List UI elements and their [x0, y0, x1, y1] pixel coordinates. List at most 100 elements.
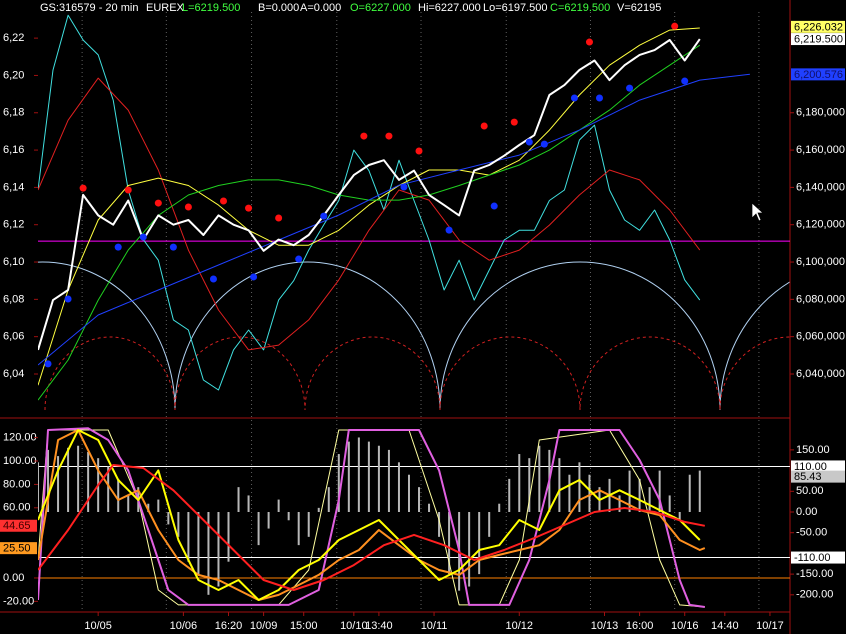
series-line — [38, 77, 701, 351]
histogram-bar — [558, 458, 561, 512]
histogram-bar — [508, 478, 511, 512]
signal-dot — [400, 183, 408, 191]
signal-dot — [385, 132, 393, 140]
histogram-bar — [448, 511, 451, 575]
y-tick-label: 6,12 — [3, 219, 24, 231]
histogram-bar — [568, 474, 571, 512]
signal-dot — [595, 94, 603, 102]
value-box-label: 6,226.032 — [794, 21, 843, 33]
volume: V=62195 — [617, 2, 661, 14]
ask: A=0.000 — [300, 2, 341, 14]
series-line — [38, 27, 700, 386]
x-tick-label: 10/12 — [506, 620, 534, 632]
histogram-bar — [167, 511, 170, 525]
signal-dot — [525, 138, 533, 146]
signal-dot — [154, 199, 162, 207]
x-tick-label: 15:00 — [290, 620, 318, 632]
histogram-bar — [297, 511, 300, 546]
y2-tick-label: 6,120,000 — [796, 219, 845, 231]
signal-dot — [114, 243, 122, 251]
y-tick-label: 6,06 — [3, 331, 24, 343]
mouse-cursor — [751, 202, 764, 222]
histogram-bar — [578, 462, 581, 512]
y2-tick-label: 6,160,000 — [796, 144, 845, 156]
y2-tick-label: 6,040,000 — [796, 368, 845, 380]
histogram-bar — [57, 456, 60, 512]
histogram-bar — [207, 511, 210, 595]
header: GS:316579 - 20 min EUREX L=6219.500 B=0.… — [40, 2, 661, 14]
x-tick-label: 10/10 — [340, 620, 368, 632]
histogram-bar — [678, 511, 681, 521]
y-tick-label: 60.00 — [3, 502, 31, 514]
signal-dot — [219, 197, 227, 205]
axis-labels: 120.00 100.00 80.00 60.00 0.00 -20.00 150.00 50… — [0, 432, 845, 632]
histogram-bar — [628, 470, 631, 512]
y-tick-label: 120.00 — [3, 432, 37, 444]
histogram-bar — [38, 462, 39, 512]
histogram-bar — [147, 503, 150, 512]
value-box-label: 6,200.576 — [794, 69, 843, 81]
x-tick-label: 13:40 — [365, 620, 393, 632]
signal-dot — [250, 273, 258, 281]
x-tick-label: 16:00 — [626, 620, 654, 632]
histogram-bar — [187, 511, 190, 562]
x-tick-label: 10/05 — [84, 620, 112, 632]
y2-tick-label: -200.00 — [796, 589, 833, 601]
value-box — [791, 470, 845, 483]
value-box — [0, 519, 37, 532]
histogram-bar — [668, 495, 671, 512]
histogram-bar — [347, 441, 350, 512]
signal-dot — [64, 295, 72, 303]
last: L=6219.500 — [182, 2, 240, 14]
series-line — [38, 38, 701, 351]
histogram-bar — [337, 454, 340, 512]
value-box-label: 25.50 — [3, 543, 31, 555]
y2-tick-label: 50.00 — [796, 485, 824, 497]
histogram-bar — [307, 511, 310, 537]
y2-tick-label: 150.00 — [796, 444, 830, 456]
histogram-bar — [387, 449, 390, 512]
series-line — [38, 464, 705, 591]
signal-dot — [480, 122, 488, 130]
histogram-bar — [518, 454, 521, 512]
y2-tick-label: -50.00 — [796, 527, 827, 539]
x-tick-label: 16:20 — [215, 620, 243, 632]
y-tick-label: 6,08 — [3, 293, 24, 305]
x-tick-label: 10/17 — [756, 620, 784, 632]
signal-dot — [510, 118, 518, 126]
signal-dot — [275, 214, 283, 222]
series-line — [38, 429, 705, 608]
value-box-label: 110.00 — [794, 461, 827, 473]
histogram-bar — [267, 511, 270, 529]
value-box-label: 85.43 — [794, 471, 822, 483]
x-tick-label: 10/09 — [250, 620, 278, 632]
y-tick-label: 6,16 — [3, 144, 24, 156]
histogram-bar — [47, 449, 50, 512]
histogram-bar — [317, 507, 320, 512]
y2-tick-label: -150.00 — [796, 568, 833, 580]
x-tick-label: 10/13 — [591, 620, 619, 632]
value-box — [791, 20, 845, 33]
histogram-bar — [618, 495, 621, 512]
histogram-bar — [277, 499, 280, 512]
y-tick-label: 0.00 — [3, 572, 24, 584]
series-line — [38, 429, 706, 601]
histogram-bar — [247, 495, 250, 512]
histogram-bar — [438, 511, 441, 537]
open: O=6227.000 — [350, 2, 411, 14]
signal-dot — [570, 94, 578, 102]
cycle-arcs — [38, 261, 790, 410]
signal-dot — [445, 226, 453, 234]
bid: B=0.000 — [258, 2, 299, 14]
y2-tick-label: 6,080,000 — [796, 293, 845, 305]
histogram-bar — [127, 495, 130, 512]
y-tick-label: 100.00 — [3, 455, 37, 467]
histogram-bar — [397, 462, 400, 512]
histogram-bar — [177, 511, 180, 537]
histogram-bar — [498, 503, 501, 512]
cycle-arc — [38, 261, 790, 410]
y-tick-label: 80.00 — [3, 478, 31, 490]
histogram-bar — [157, 499, 160, 512]
